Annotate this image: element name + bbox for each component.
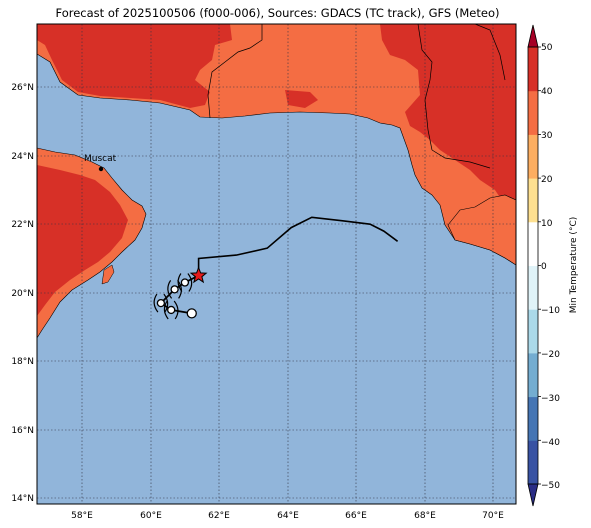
lon-tick-label: 66°E: [345, 511, 367, 521]
lon-tick-label: 58°E: [71, 511, 93, 521]
forecast-point: [167, 280, 182, 299]
colorbar-tick: 30: [541, 131, 553, 141]
colorbar-tick: −20: [541, 350, 560, 360]
land-hot-zone-3: [285, 90, 318, 108]
colorbar-extend-min: [527, 483, 539, 507]
colorbar-segment: [528, 90, 538, 135]
muscat-marker: [98, 166, 104, 172]
colorbar-segment: [528, 134, 538, 179]
latitude-labels: 26°N 24°N 22°N 20°N 18°N 16°N 14°N: [11, 83, 34, 504]
map-frame: [36, 23, 517, 505]
colorbar-segments: [527, 24, 541, 507]
land-hot-zone-2: [380, 24, 516, 210]
colorbar-tick: 40: [541, 87, 553, 97]
colorbar-segment: [528, 352, 538, 398]
forecast-point-marker: [180, 278, 190, 287]
storm-track-layer: [153, 216, 399, 320]
lat-tick-label: 14°N: [11, 494, 34, 504]
forecast-point: [163, 300, 179, 320]
lat-tick-label: 22°N: [11, 220, 34, 230]
map-area: Muscat: [36, 23, 517, 504]
colorbar-tick: 20: [541, 175, 553, 185]
colorbar-extend-max: [527, 24, 539, 48]
colorbar-label: Min Temperature (°C): [569, 217, 579, 314]
forecast-point-marker: [156, 298, 166, 308]
lat-tick-label: 26°N: [11, 83, 34, 93]
colorbar-segment: [528, 309, 538, 354]
forecast-point-marker: [170, 285, 179, 294]
colorbar-segment: [528, 440, 538, 485]
colorbar: 50 40 30 20 10 0 −10 −20 −30 −40 −50 Min…: [527, 24, 579, 507]
map-title: Forecast of 2025100506 (f000-006), Sourc…: [55, 6, 500, 20]
colorbar-tick: −10: [541, 306, 560, 316]
colorbar-tick: 50: [541, 43, 553, 53]
lon-tick-label: 60°E: [140, 511, 162, 521]
gridlines: [37, 24, 516, 504]
forecast-point-marker: [167, 305, 176, 315]
lat-tick-label: 24°N: [11, 152, 34, 162]
lon-tick-label: 62°E: [208, 511, 230, 521]
land-hot-zone-1: [37, 24, 232, 108]
lat-tick-label: 16°N: [11, 426, 34, 436]
forecast-point: [186, 308, 197, 319]
lat-tick-label: 20°N: [11, 289, 34, 299]
cyclone-symbol-icon: [167, 280, 182, 299]
muscat-label: Muscat: [84, 154, 117, 164]
forecast-point: [153, 293, 169, 313]
colorbar-segment: [528, 178, 538, 223]
colorbar-segment: [528, 396, 538, 441]
lon-tick-label: 64°E: [277, 511, 299, 521]
land-peninsula: [447, 194, 517, 266]
colorbar-segment: [528, 47, 538, 92]
colorbar-segment: [528, 265, 538, 310]
cyclone-symbol-icon: [163, 300, 179, 320]
country-borders: [207, 23, 506, 169]
colorbar-tick-labels: 50 40 30 20 10 0 −10 −20 −30 −40 −50: [541, 43, 560, 491]
colorbar-tick: 10: [541, 219, 553, 229]
lon-tick-label: 68°E: [414, 511, 436, 521]
lon-tick-label: 70°E: [482, 511, 504, 521]
current-position-star-icon: [189, 266, 208, 284]
colorbar-tick: −40: [541, 438, 560, 448]
colorbar-segment: [528, 221, 538, 266]
lat-tick-label: 18°N: [11, 357, 34, 367]
storm-track-line: [197, 216, 399, 276]
cyclone-symbol-icon: [153, 293, 169, 313]
colorbar-tick: −50: [541, 481, 560, 491]
land-oman-interior: [37, 165, 128, 316]
longitude-labels: 58°E 60°E 62°E 64°E 66°E 68°E 70°E: [71, 511, 504, 521]
colorbar-tick: −30: [541, 394, 560, 404]
forecast-point-marker: [186, 308, 197, 319]
land-masirah-island: [101, 264, 115, 285]
colorbar-tick: 0: [541, 262, 547, 272]
